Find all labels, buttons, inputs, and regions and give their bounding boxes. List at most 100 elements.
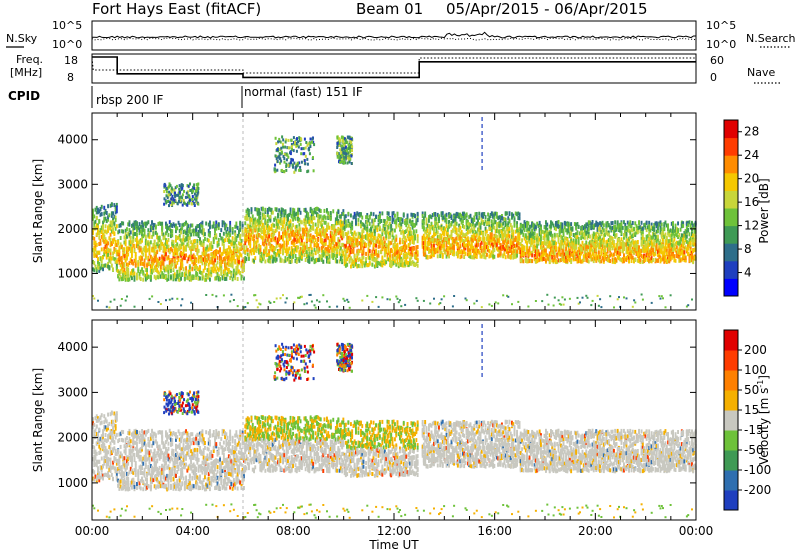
power-cell <box>120 245 123 250</box>
power-cell <box>144 255 147 260</box>
power-cell <box>400 217 403 222</box>
power-cell <box>118 260 121 265</box>
power-cell <box>323 214 326 219</box>
power-cell <box>378 261 381 266</box>
power-cell <box>352 259 355 264</box>
power-cell <box>268 225 271 230</box>
power-cell <box>538 220 541 225</box>
power-cell <box>168 266 171 271</box>
power-cell <box>568 248 571 253</box>
power-cell <box>514 235 517 240</box>
power-cell <box>498 224 501 229</box>
power-cell <box>513 249 516 254</box>
power-cell <box>372 212 375 217</box>
power-cell <box>186 225 189 230</box>
power-cell <box>558 225 561 230</box>
power-cell <box>163 274 166 279</box>
power-cell <box>248 208 250 213</box>
power-cell <box>263 227 265 232</box>
power-cell <box>227 255 230 260</box>
power-cell <box>209 220 211 225</box>
power-cell <box>132 233 135 238</box>
power-cell <box>285 249 288 254</box>
power-cell <box>124 273 127 278</box>
power-cell <box>353 243 356 247</box>
power-cell <box>385 260 388 265</box>
power-cell <box>294 254 297 258</box>
power-cell <box>371 232 374 237</box>
power-cell <box>451 241 454 246</box>
power-cell <box>319 221 322 226</box>
power-cell <box>162 261 165 266</box>
power-cell <box>478 211 481 216</box>
power-cell <box>236 266 239 271</box>
power-cell <box>289 251 292 256</box>
power-cell <box>361 229 364 234</box>
power-cell <box>560 303 563 306</box>
power-cell <box>561 257 564 261</box>
power-cell <box>487 240 489 245</box>
power-cell <box>105 247 108 252</box>
power-cell <box>279 221 282 226</box>
power-cell <box>171 241 174 246</box>
power-cell <box>448 254 450 259</box>
power-cell <box>254 248 257 253</box>
power-cell <box>521 238 523 243</box>
power-cell <box>205 277 208 282</box>
power-cell <box>391 233 394 238</box>
power-cell <box>249 224 252 229</box>
power-cell <box>98 250 101 255</box>
power-cell <box>336 254 338 258</box>
power-cell <box>134 221 137 226</box>
power-cell <box>260 219 263 224</box>
power-cell <box>503 251 506 256</box>
power-cell <box>146 248 148 253</box>
power-cell <box>474 247 477 252</box>
noise-search-line <box>91 37 697 41</box>
power-cell <box>110 241 113 246</box>
power-cell <box>191 276 194 281</box>
power-cell <box>465 219 468 224</box>
power-cell <box>124 270 127 275</box>
power-cell <box>318 246 321 251</box>
power-cell <box>534 249 537 254</box>
power-cell <box>490 232 493 237</box>
power-cell <box>458 228 461 233</box>
power-cell <box>448 238 450 242</box>
power-cell <box>290 257 293 262</box>
power-cell <box>220 236 223 241</box>
power-cell <box>562 238 565 243</box>
power-cell <box>341 227 344 232</box>
power-cell <box>485 245 488 250</box>
power-cell <box>405 257 408 262</box>
power-cell <box>258 208 260 213</box>
power-cell <box>532 224 535 229</box>
power-cell <box>266 227 269 231</box>
power-cell <box>151 256 153 261</box>
power-cell <box>274 216 277 221</box>
power-cell <box>478 228 481 233</box>
power-cell <box>222 243 225 248</box>
power-cell <box>509 223 512 227</box>
power-cell <box>401 258 404 263</box>
power-cell <box>219 262 221 267</box>
power-cell <box>103 205 106 210</box>
power-cell <box>132 243 135 248</box>
power-cell <box>402 247 405 252</box>
power-cell <box>260 259 263 264</box>
power-cell <box>560 239 562 244</box>
power-cell <box>375 225 377 230</box>
power-cell <box>304 225 307 229</box>
power-cell <box>511 234 513 239</box>
power-cell <box>248 256 250 261</box>
power-cell <box>540 255 542 260</box>
power-cell <box>328 239 331 244</box>
power-cell <box>168 250 171 255</box>
power-cell <box>377 215 380 220</box>
power-cell <box>227 251 230 256</box>
power-cell <box>568 231 571 236</box>
power-cell <box>299 246 302 251</box>
power-cell <box>100 247 103 252</box>
power-cell <box>526 235 528 240</box>
power-cell <box>333 238 336 243</box>
